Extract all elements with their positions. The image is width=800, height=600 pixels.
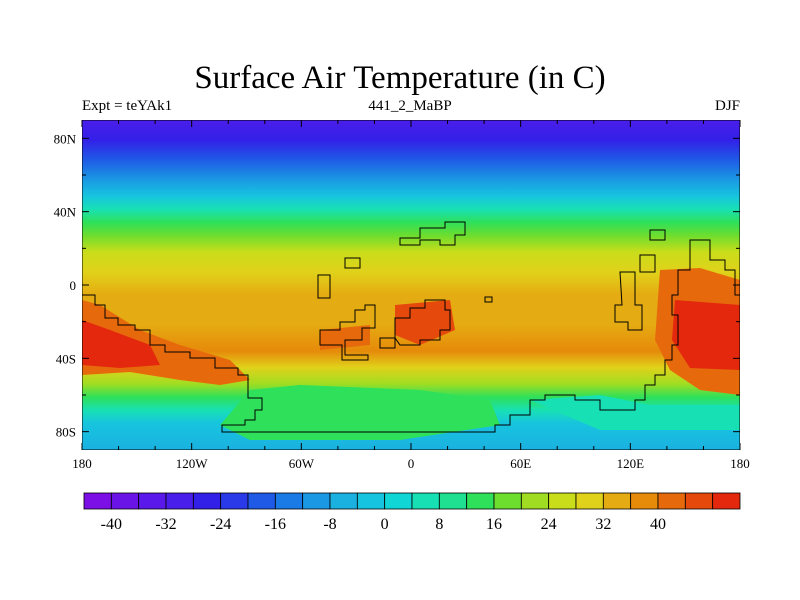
latitude-tick-label: 40S (56, 351, 76, 366)
colorbar-label: -16 (265, 516, 286, 533)
colorbar-label: -8 (323, 516, 336, 533)
colorbar-swatch (247, 492, 276, 510)
colorbar-label: -40 (101, 516, 122, 533)
coastline-island-small-2 (344, 257, 361, 269)
colorbar-swatch (411, 492, 440, 510)
coastline-island-east-long (614, 271, 643, 331)
colorbar-swatch (548, 492, 577, 510)
colorbar-swatch (302, 492, 331, 510)
coastline-island-east (649, 229, 666, 241)
colorbar-swatch (657, 492, 686, 510)
colorbar-label: 16 (486, 516, 502, 533)
colorbar-swatch (602, 492, 632, 510)
colorbar-swatch (83, 492, 112, 510)
colorbar-swatch (712, 492, 741, 510)
colorbar-label: 40 (650, 516, 666, 533)
colorbar-swatch (466, 492, 495, 510)
latitude-tick-label: 80S (56, 425, 76, 440)
coastline-island-small-1 (317, 274, 331, 299)
colorbar-swatch (356, 492, 386, 510)
latitude-labels: 80N 40N 0 40S 80S (54, 131, 77, 439)
latitude-tick-label: 0 (70, 278, 77, 293)
colorbar-swatch (220, 492, 249, 510)
colorbar-label: -32 (155, 516, 176, 533)
warm-region-south (320, 325, 370, 350)
longitude-tick-label: 180 (730, 456, 750, 471)
colorbar-swatch (630, 492, 659, 510)
colorbar-swatch (165, 492, 194, 510)
hot-region-east (672, 300, 740, 370)
cool-south-region (220, 385, 500, 440)
colorbar-swatch (575, 492, 604, 510)
coastline-island-tiny (484, 296, 493, 303)
coastlines (82, 221, 740, 433)
colorbar-swatch (384, 492, 413, 510)
colorbar-swatch (684, 492, 714, 510)
coastline-island-south (319, 304, 376, 361)
colorbar-label: 0 (381, 516, 389, 533)
colorbar-swatch (192, 492, 222, 510)
colorbar-label: -24 (210, 516, 231, 533)
coastline-island-central (379, 299, 451, 349)
colorbar-label: 24 (541, 516, 557, 533)
map-panel (82, 120, 740, 450)
cool-south-east-region (530, 395, 740, 430)
colorbar-label: 32 (595, 516, 611, 533)
colorbar-swatch (110, 492, 140, 510)
longitude-tick-label: 120E (617, 456, 645, 471)
colorbar-swatch (520, 492, 550, 510)
colorbar (83, 492, 741, 510)
coastline-western-continent (82, 239, 740, 433)
colorbar-labels: -40 -32 -24 -16 -8 0 8 16 24 32 40 (101, 516, 666, 533)
coastline-island-east-2 (639, 254, 656, 273)
longitude-labels: 180 120W 60W 0 60E 120E 180 (72, 456, 750, 471)
colorbar-swatch (274, 492, 304, 510)
longitude-tick-label: 0 (408, 456, 415, 471)
colorbar-swatch (438, 492, 468, 510)
axis-ticks (81, 120, 741, 450)
season-label: DJF (714, 98, 740, 114)
latitude-tick-label: 40N (54, 205, 77, 220)
latitude-tick-label: 80N (54, 131, 77, 146)
hot-region-west (82, 320, 160, 368)
plot-title: Surface Air Temperature (in C) (194, 60, 606, 96)
colorbar-swatch (329, 492, 358, 510)
colorbar-swatch (138, 492, 167, 510)
experiment-label: Expt = teYAk1 (82, 98, 173, 114)
period-label: 441_2_MaBP (368, 98, 452, 114)
colorbar-label: 8 (435, 516, 443, 533)
longitude-tick-label: 60E (510, 456, 531, 471)
longitude-tick-label: 60W (289, 456, 315, 471)
longitude-tick-label: 180 (72, 456, 92, 471)
colorbar-swatch (493, 492, 522, 510)
longitude-tick-label: 120W (176, 456, 209, 471)
coastline-island-north (399, 221, 466, 246)
